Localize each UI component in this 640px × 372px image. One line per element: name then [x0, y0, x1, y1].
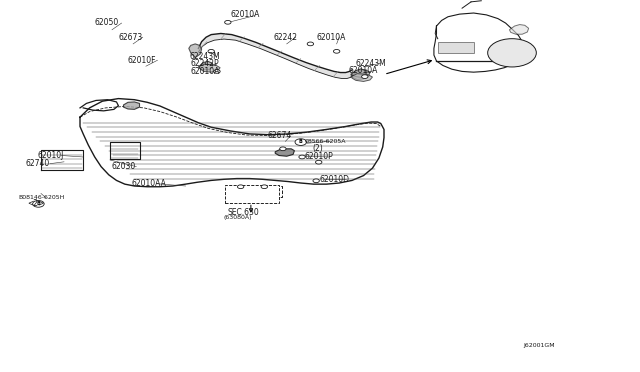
- Text: 62010AA: 62010AA: [131, 179, 166, 188]
- Polygon shape: [198, 33, 353, 78]
- Circle shape: [313, 179, 319, 183]
- Text: 62010J: 62010J: [37, 151, 63, 160]
- Text: 62030: 62030: [112, 162, 136, 171]
- Text: J62001GM: J62001GM: [524, 343, 555, 348]
- Text: 62673: 62673: [118, 33, 143, 42]
- Polygon shape: [509, 25, 529, 34]
- Text: 62010A: 62010A: [230, 10, 260, 19]
- Text: 62243M: 62243M: [355, 59, 386, 68]
- Text: B: B: [299, 139, 303, 144]
- Text: 62010P: 62010P: [305, 153, 333, 161]
- Circle shape: [295, 139, 307, 145]
- Text: (63080A): (63080A): [224, 215, 253, 220]
- Text: 62242P: 62242P: [191, 60, 220, 68]
- Text: B: B: [36, 201, 40, 206]
- Circle shape: [299, 155, 305, 159]
- Text: 62243M: 62243M: [189, 52, 220, 61]
- Polygon shape: [351, 70, 370, 80]
- Text: 62010A: 62010A: [191, 67, 220, 76]
- Circle shape: [208, 49, 214, 53]
- Text: 62740: 62740: [26, 159, 50, 168]
- Text: 62242: 62242: [274, 33, 298, 42]
- Circle shape: [225, 20, 231, 24]
- Circle shape: [316, 160, 322, 164]
- Polygon shape: [438, 42, 474, 53]
- FancyBboxPatch shape: [225, 185, 279, 203]
- Text: 62010A: 62010A: [317, 33, 346, 42]
- Polygon shape: [275, 149, 294, 156]
- Circle shape: [362, 75, 368, 78]
- Circle shape: [280, 147, 286, 151]
- Text: 62674: 62674: [268, 131, 292, 140]
- Circle shape: [237, 185, 244, 189]
- Circle shape: [333, 49, 340, 53]
- Circle shape: [488, 39, 536, 67]
- Text: 62010A: 62010A: [349, 66, 378, 75]
- Circle shape: [33, 201, 44, 207]
- Circle shape: [214, 70, 220, 73]
- Polygon shape: [200, 64, 220, 72]
- Text: 08566-6205A: 08566-6205A: [305, 139, 346, 144]
- Text: 62050: 62050: [95, 18, 119, 27]
- Text: SEC.630: SEC.630: [227, 208, 259, 217]
- Text: 62010F: 62010F: [128, 56, 157, 65]
- Text: 62010D: 62010D: [320, 175, 350, 184]
- Polygon shape: [124, 102, 140, 109]
- Circle shape: [307, 42, 314, 46]
- Text: (2): (2): [312, 144, 323, 153]
- Polygon shape: [351, 69, 366, 77]
- Text: B08146-6205H: B08146-6205H: [18, 195, 64, 201]
- Polygon shape: [189, 44, 202, 58]
- Polygon shape: [352, 74, 372, 81]
- Polygon shape: [198, 61, 212, 70]
- Circle shape: [261, 185, 268, 189]
- Text: <2>: <2>: [27, 199, 44, 208]
